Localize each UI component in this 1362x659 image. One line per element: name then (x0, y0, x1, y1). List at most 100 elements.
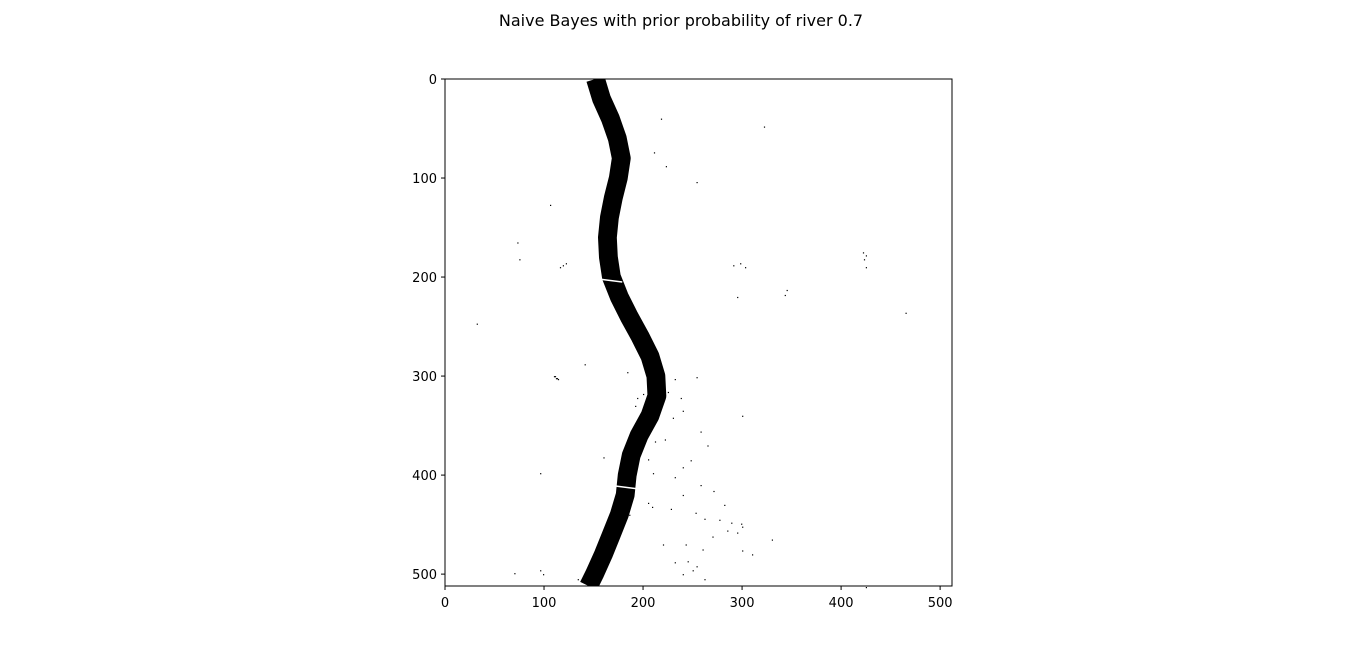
noise-pixel (740, 263, 742, 265)
noise-pixel (865, 267, 867, 269)
noise-pixel (696, 377, 698, 379)
noise-pixel (674, 379, 676, 381)
noise-pixel (637, 397, 639, 400)
noise-pixel (665, 166, 667, 168)
noise-pixel (556, 378, 559, 380)
noise-pixel (562, 265, 564, 267)
noise-pixel (727, 530, 729, 532)
y-tick-label: 400 (412, 469, 437, 484)
plot-frame (444, 78, 953, 587)
noise-pixel (692, 570, 694, 572)
noise-pixel (674, 477, 676, 479)
river-band (580, 79, 667, 586)
y-axis: 0 100 200 300 400 500 (412, 73, 445, 583)
noise-pixel (863, 259, 866, 261)
noise-pixel (865, 587, 867, 589)
noise-pixel (685, 544, 687, 546)
noise-pixel (660, 405, 663, 407)
noise-pixel (557, 379, 560, 381)
noise-pixel (514, 573, 516, 575)
y-tick-label: 100 (412, 172, 437, 187)
river-gaps-layer (598, 278, 640, 490)
noise-pixel (707, 445, 709, 447)
noise-pixel (690, 460, 692, 462)
noise-pixel (543, 574, 545, 576)
noise-pixel (643, 393, 645, 396)
noise-pixel (550, 204, 552, 206)
noise-pixel (554, 376, 557, 378)
noise-pixel (555, 378, 558, 380)
noise-pixel (742, 526, 744, 528)
noise-pixel (742, 415, 744, 417)
noise-pixel (745, 267, 747, 269)
noise-pixel (670, 508, 672, 510)
noise-pixel (763, 126, 766, 128)
noise-pixel (682, 494, 684, 497)
noise-pixel (638, 420, 640, 422)
noise-pixel (553, 376, 556, 378)
noise-pixel (652, 473, 655, 475)
noise-pixel (517, 242, 519, 244)
noise-pixel (742, 550, 744, 552)
noise-pixel (702, 549, 704, 551)
noise-pixel (654, 441, 657, 443)
noise-pixel (680, 397, 682, 400)
noise-pixel (653, 152, 656, 154)
noise-pixel (648, 459, 650, 461)
noise-pixel (737, 296, 739, 299)
noise-pixel (643, 427, 645, 429)
noise-pixel (713, 490, 715, 493)
noise-pixel (652, 506, 654, 508)
river-gap-1 (615, 485, 640, 490)
noise-pixel (662, 386, 665, 388)
y-tick-label: 200 (412, 271, 437, 286)
noise-pixel (664, 439, 666, 441)
y-tick-label: 300 (412, 370, 437, 385)
noise-pixel (696, 566, 698, 568)
noise-pixel (660, 118, 663, 120)
noise-pixel (627, 372, 629, 374)
noise-pixel (635, 405, 637, 407)
x-axis: 0 100 200 300 400 500 (441, 586, 953, 611)
noise-pixel (724, 504, 726, 506)
noise-pixel (682, 574, 684, 576)
noise-pixel (540, 570, 542, 572)
y-tick-label: 0 (429, 73, 437, 88)
noise-pixel (633, 429, 635, 431)
noise-pixel (559, 267, 562, 269)
y-tick-label: 500 (412, 568, 437, 583)
noise-pixel (650, 374, 652, 376)
noise-pixel (695, 512, 697, 514)
x-tick-label: 300 (730, 596, 755, 611)
plot-background (445, 79, 952, 586)
noise-pixel (565, 263, 567, 265)
noise-pixel (584, 364, 586, 366)
noise-pixel (633, 481, 635, 483)
noise-pixel (682, 467, 684, 469)
noise-pixel (752, 554, 754, 556)
noise-pixel (719, 519, 721, 521)
noise-pixel (682, 410, 684, 412)
noise-pixel (862, 252, 865, 254)
noise-pixel (731, 522, 733, 524)
river-mask-layer (580, 79, 667, 586)
noise-pixel (577, 579, 579, 581)
x-tick-label: 400 (829, 596, 854, 611)
noise-pixel (648, 401, 650, 403)
noise-pixel (672, 417, 674, 419)
chart-title: Naive Bayes with prior probability of ri… (498, 11, 864, 30)
noise-pixels-layer (476, 118, 907, 589)
noise-pixel (662, 544, 665, 546)
noise-pixel (540, 473, 542, 475)
noise-pixel (648, 502, 650, 504)
river-gap-0 (598, 278, 623, 283)
noise-pixel (704, 518, 706, 520)
noise-pixel (865, 255, 867, 257)
noise-pixel (700, 485, 702, 487)
noise-pixel (771, 539, 773, 541)
noise-pixel (704, 579, 706, 581)
x-tick-label: 100 (532, 596, 557, 611)
noise-pixel (737, 532, 739, 534)
noise-pixel (712, 536, 714, 538)
